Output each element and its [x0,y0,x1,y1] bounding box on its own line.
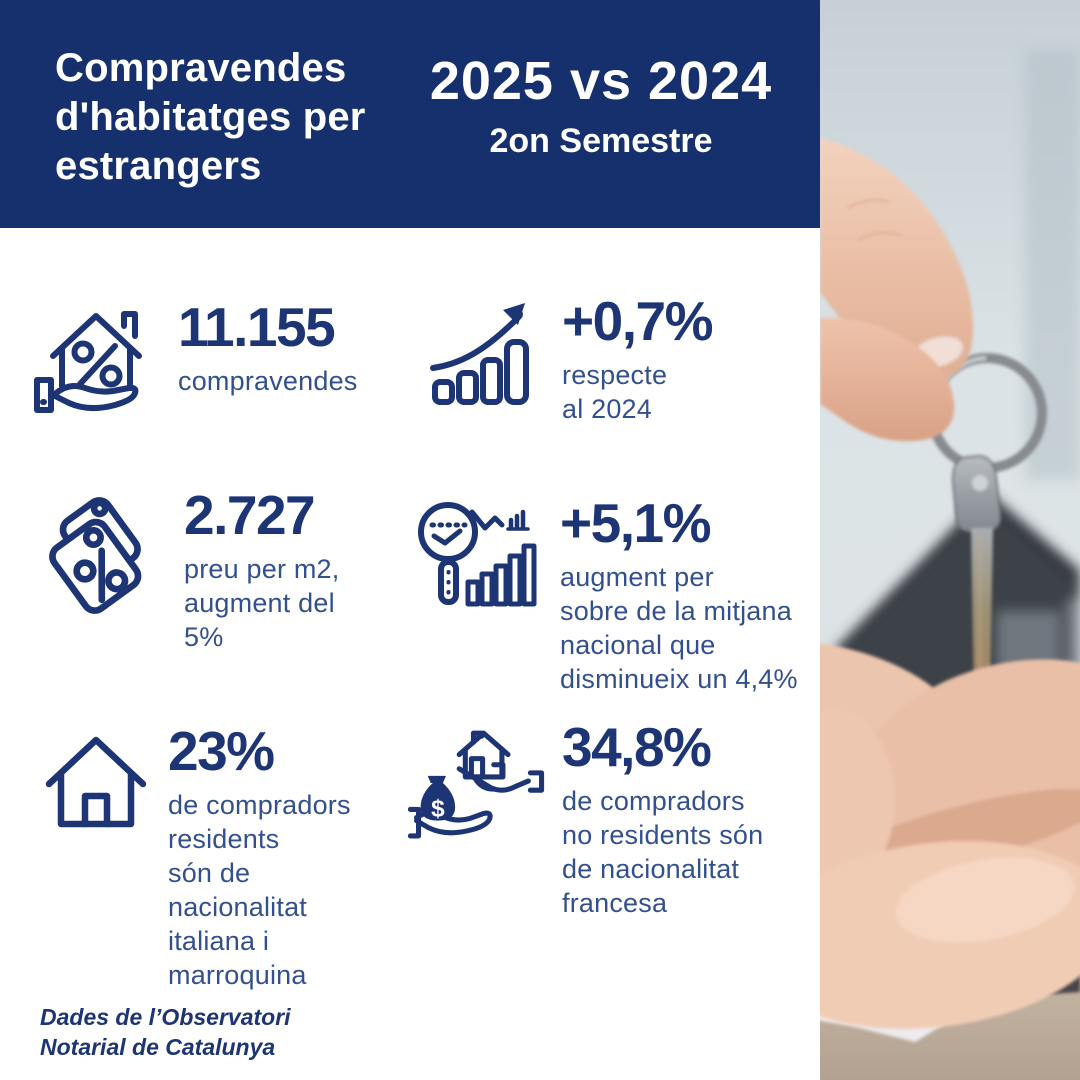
stat-price-m2: 2.727 preu per m2, augment del 5% [28,488,339,654]
comparison-subtitle: 2on Semestre [489,122,713,160]
house-icon [40,724,152,837]
stat-value: 34,8% [562,716,712,778]
stat-value: 23% [168,720,275,782]
house-percent-hand-icon [30,300,162,425]
stat-vs-national: +5,1% augment per sobre de la mitjana na… [412,496,798,696]
keys-handover-photo [820,0,1080,1080]
comparison-years: 2025 vs 2024 [429,51,773,111]
stat-nonresident-buyers: $ 34,8% de compradors no residents són d… [407,716,764,920]
stat-yoy-change: +0,7% respecte al 2024 [424,290,713,426]
page-title: Compravendes d'habitatges per estrangers [55,46,366,188]
stat-resident-buyers: 23% de compradors residents són de nacio… [40,724,351,992]
stat-description: compravendes [178,366,358,396]
stat-description: respecte al 2024 [562,360,668,425]
header-band: Compravendes d'habitatges per estrangers… [0,0,820,228]
growth-chart-arrow-icon [424,294,546,419]
price-tags-icon [28,488,168,628]
stat-value: 11.155 [178,296,336,358]
svg-text:$: $ [431,796,445,823]
stat-description: preu per m2, augment del 5% [184,554,340,653]
magnifier-chart-icon [412,496,544,621]
stat-description: de compradors residents són de nacionali… [168,790,351,991]
header-comparison-block: 2025 vs 2024 2on Semestre [400,44,802,228]
stat-description: augment per sobre de la mitjana nacional… [560,562,798,695]
stat-description: de compradors no residents són de nacion… [562,786,764,919]
stat-sales-count: 11.155 compravendes [30,300,358,425]
stat-value: +0,7% [562,290,713,352]
house-money-exchange-icon: $ [407,720,546,847]
stat-value: +5,1% [560,492,711,554]
stat-value: 2.727 [184,484,316,546]
data-source-note: Dades de l’Observatori Notarial de Catal… [40,1004,291,1060]
